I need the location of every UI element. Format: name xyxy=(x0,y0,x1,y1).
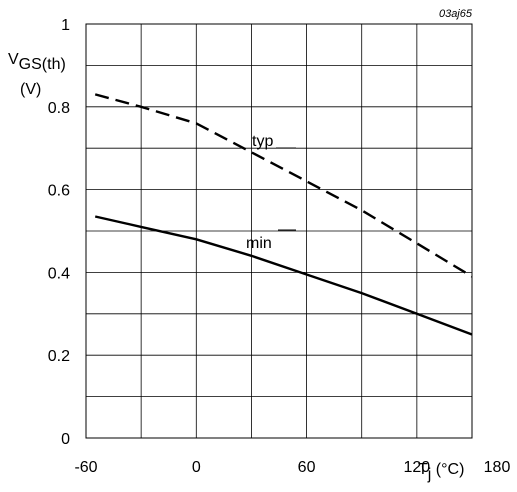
plot-grid xyxy=(85,23,473,439)
figure-id: 03aj65 xyxy=(439,8,473,20)
y-tick-label: 0.8 xyxy=(48,100,70,117)
plot-frame xyxy=(85,23,473,439)
x-tick-label: 120 xyxy=(404,459,431,476)
y-tick-label: 0.2 xyxy=(48,348,70,365)
x-tick-label: 180 xyxy=(484,459,511,476)
x-tick-label: 60 xyxy=(298,459,316,476)
y-axis-unit: (V) xyxy=(20,81,41,98)
y-tick-label: 1 xyxy=(61,17,70,34)
y-axis-title: VGS(th) xyxy=(8,51,66,73)
series-line-typ xyxy=(94,93,473,278)
series-label-min: min xyxy=(246,235,272,252)
y-tick-label: 0.4 xyxy=(48,265,70,282)
x-tick-label: 0 xyxy=(192,459,201,476)
y-tick-label: 0.6 xyxy=(48,183,70,200)
plot-curves xyxy=(94,93,473,336)
y-tick-label: 0 xyxy=(61,431,70,448)
x-tick-label: -60 xyxy=(74,459,97,476)
x-axis-title: Tj (°C) xyxy=(418,461,464,483)
series-label-typ: typ xyxy=(252,133,273,150)
series-line-min xyxy=(94,215,473,336)
